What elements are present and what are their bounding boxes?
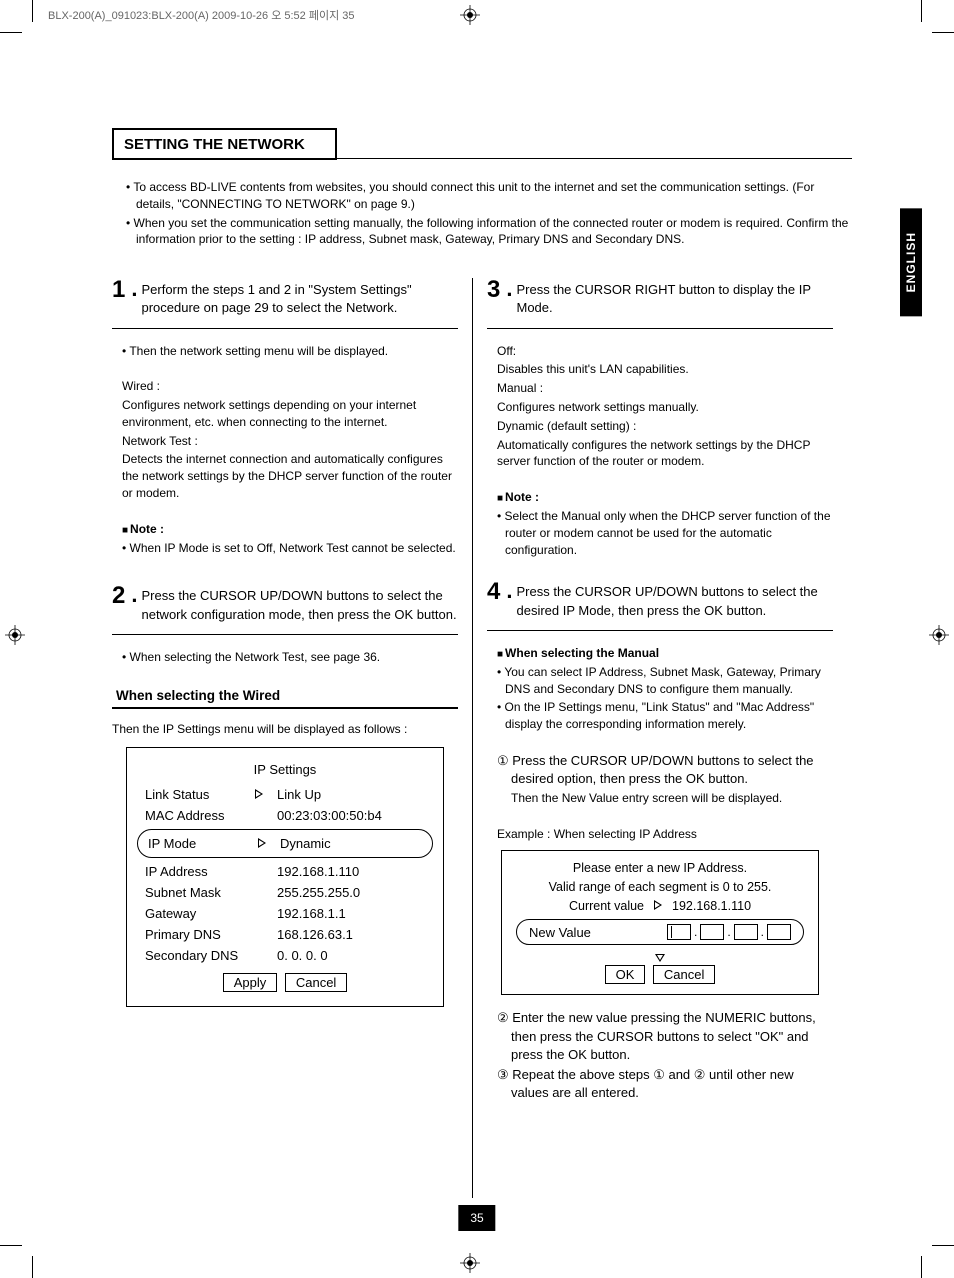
- ip-row-label: Secondary DNS: [145, 948, 255, 963]
- dynamic-text: Automatically configures the network set…: [497, 437, 833, 471]
- ip-settings-title: IP Settings: [145, 762, 425, 777]
- language-tab: ENGLISH: [900, 208, 922, 316]
- ip-row-label: Gateway: [145, 906, 255, 921]
- link-status-value: Link Up: [277, 787, 425, 802]
- mac-address-value: 00:23:03:00:50:b4: [277, 808, 425, 823]
- manual-title: When selecting the Manual: [497, 645, 833, 662]
- step-text: Press the CURSOR RIGHT button to display…: [516, 278, 833, 317]
- ip-segment-field[interactable]: [667, 924, 691, 940]
- ip-mode-label: IP Mode: [148, 836, 258, 851]
- example-text: Example : When selecting IP Address: [497, 826, 833, 843]
- section-title: SETTING THE NETWORK: [112, 128, 337, 160]
- numbered-step-1: ① Press the CURSOR UP/DOWN buttons to se…: [497, 752, 833, 788]
- dynamic-label: Dynamic (default setting) :: [497, 418, 833, 435]
- ip-row-label: Subnet Mask: [145, 885, 255, 900]
- ok-button[interactable]: OK: [605, 965, 646, 984]
- step-number: 2: [112, 584, 125, 608]
- wired-label: Wired :: [122, 378, 458, 395]
- ip-row-value: 168.126.63.1: [277, 927, 425, 942]
- manual-bullet: • On the IP Settings menu, "Link Status"…: [497, 699, 833, 733]
- numbered-step-3: ③ Repeat the above steps ① and ② until o…: [497, 1066, 833, 1102]
- intro-bullet: • When you set the communication setting…: [126, 215, 852, 249]
- new-value-label: New Value: [529, 925, 591, 940]
- manual-bullet: • You can select IP Address, Subnet Mask…: [497, 664, 833, 698]
- ip-mode-bubble[interactable]: IP Mode Dynamic: [137, 829, 433, 858]
- ip-entry-panel: Please enter a new IP Address. Valid ran…: [501, 850, 819, 995]
- note-label: Note :: [497, 489, 833, 506]
- new-value-bubble[interactable]: New Value . . .: [516, 919, 804, 945]
- triangle-down-icon: [516, 951, 804, 965]
- cancel-button[interactable]: Cancel: [653, 965, 715, 984]
- wired-text: Configures network settings depending on…: [122, 397, 458, 431]
- triangle-right-icon: [255, 787, 277, 802]
- step-text: Press the CURSOR UP/DOWN buttons to sele…: [141, 584, 458, 623]
- step-number: 1: [112, 278, 125, 302]
- ip-row-value: 0. 0. 0. 0: [277, 948, 425, 963]
- nettest-text: Detects the internet connection and auto…: [122, 451, 458, 501]
- ip-entry-line2: Valid range of each segment is 0 to 255.: [516, 880, 804, 894]
- apply-button[interactable]: Apply: [223, 973, 278, 992]
- intro-bullet: • To access BD-LIVE contents from websit…: [126, 179, 852, 213]
- current-value-label: Current value: [569, 899, 644, 913]
- step-2-heading: 2. Press the CURSOR UP/DOWN buttons to s…: [112, 584, 458, 623]
- triangle-right-icon: [654, 899, 662, 913]
- manual-label: Manual :: [497, 380, 833, 397]
- step-text: Perform the steps 1 and 2 in "System Set…: [141, 278, 458, 317]
- wired-subsection-title: When selecting the Wired: [112, 686, 458, 709]
- ip-row-value: 255.255.255.0: [277, 885, 425, 900]
- ip-entry-line1: Please enter a new IP Address.: [516, 861, 804, 875]
- cancel-button[interactable]: Cancel: [285, 973, 347, 992]
- left-column: 1. Perform the steps 1 and 2 in "System …: [112, 278, 472, 1198]
- off-text: Disables this unit's LAN capabilities.: [497, 361, 833, 378]
- note-text: • Select the Manual only when the DHCP s…: [497, 508, 833, 558]
- step2-bullet: • When selecting the Network Test, see p…: [122, 649, 458, 666]
- wired-sub-text: Then the IP Settings menu will be displa…: [112, 721, 458, 738]
- ip-segment-field[interactable]: [767, 924, 791, 940]
- step-number: 3: [487, 278, 500, 302]
- page-number: 35: [458, 1205, 495, 1231]
- current-value: 192.168.1.110: [672, 899, 751, 913]
- note-text: • When IP Mode is set to Off, Network Te…: [122, 540, 458, 557]
- numbered-step-2: ② Enter the new value pressing the NUMER…: [497, 1009, 833, 1064]
- step1-bullet: • Then the network setting menu will be …: [122, 343, 458, 360]
- link-status-label: Link Status: [145, 787, 255, 802]
- ip-row-label: Primary DNS: [145, 927, 255, 942]
- note-label: Note :: [122, 521, 458, 538]
- page-content: SETTING THE NETWORK • To access BD-LIVE …: [112, 128, 852, 1198]
- step-1-heading: 1. Perform the steps 1 and 2 in "System …: [112, 278, 458, 317]
- off-label: Off:: [497, 343, 833, 360]
- ip-segment-field[interactable]: [700, 924, 724, 940]
- nettest-label: Network Test :: [122, 433, 458, 450]
- step-3-heading: 3. Press the CURSOR RIGHT button to disp…: [487, 278, 833, 317]
- triangle-right-icon: [258, 836, 280, 851]
- ip-settings-panel: IP Settings Link Status Link Up MAC Addr…: [126, 747, 444, 1007]
- ip-segment-field[interactable]: [734, 924, 758, 940]
- intro-bullets: • To access BD-LIVE contents from websit…: [126, 179, 852, 248]
- right-column: 3. Press the CURSOR RIGHT button to disp…: [473, 278, 833, 1198]
- ip-row-value: 192.168.1.1: [277, 906, 425, 921]
- print-header: BLX-200(A)_091023:BLX-200(A) 2009-10-26 …: [48, 7, 355, 23]
- ip-mode-value: Dynamic: [280, 836, 422, 851]
- ip-row-label: IP Address: [145, 864, 255, 879]
- step-text: Press the CURSOR UP/DOWN buttons to sele…: [516, 580, 833, 619]
- numbered-step-1b: Then the New Value entry screen will be …: [497, 790, 833, 807]
- mac-address-label: MAC Address: [145, 808, 255, 823]
- ip-row-value: 192.168.1.110: [277, 864, 425, 879]
- manual-text: Configures network settings manually.: [497, 399, 833, 416]
- step-4-heading: 4. Press the CURSOR UP/DOWN buttons to s…: [487, 580, 833, 619]
- step-number: 4: [487, 580, 500, 604]
